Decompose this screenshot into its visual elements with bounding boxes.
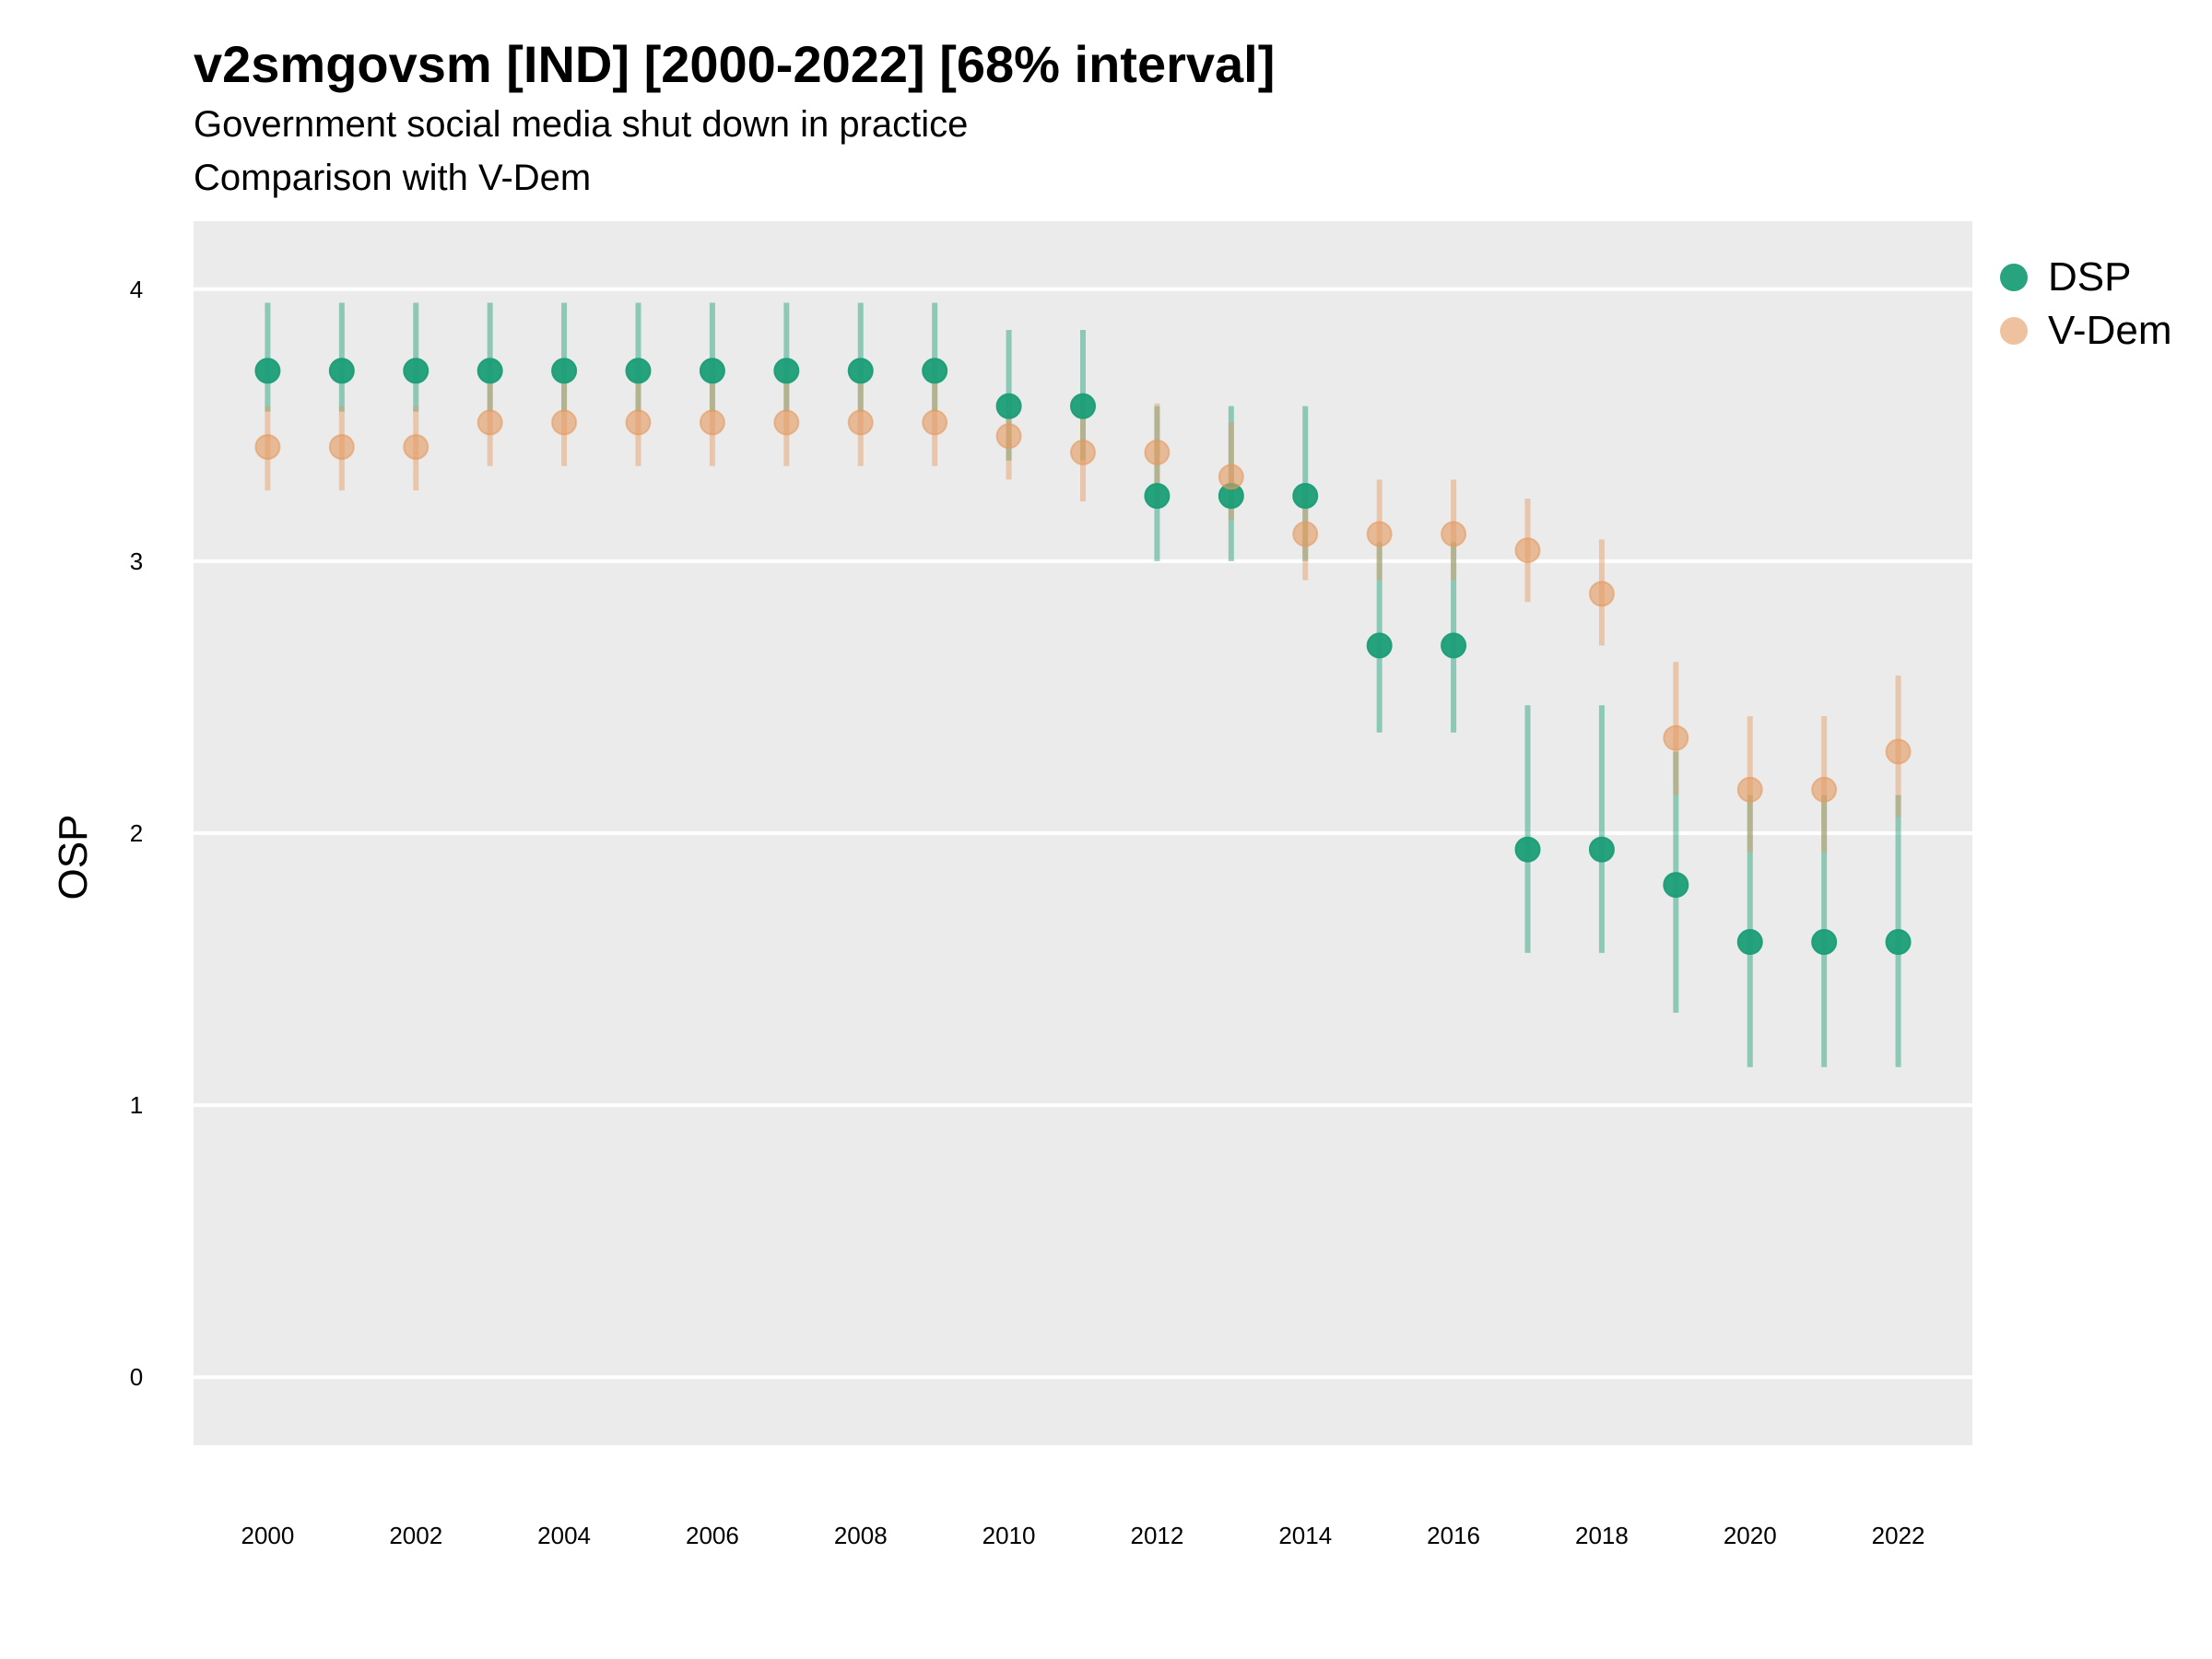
point-vdem-2013 (1218, 464, 1244, 490)
point-dsp-2006 (699, 358, 725, 384)
point-dsp-2007 (773, 358, 800, 384)
point-vdem-2005 (625, 409, 652, 436)
y-tick-label-1: 1 (130, 1091, 143, 1119)
point-dsp-2016 (1441, 632, 1467, 659)
point-dsp-2005 (625, 358, 652, 384)
point-vdem-2017 (1514, 537, 1541, 564)
point-vdem-2019 (1663, 724, 1689, 751)
point-dsp-2022 (1885, 929, 1912, 956)
chart-subtitle-line1: Government social media shut down in pra… (194, 104, 969, 145)
legend-label-dsp: DSP (2048, 254, 2132, 300)
point-vdem-2011 (1070, 439, 1096, 465)
point-dsp-2001 (328, 358, 355, 384)
x-tick-label-2004: 2004 (537, 1522, 591, 1549)
y-tick-label-3: 3 (130, 547, 143, 575)
point-vdem-2016 (1441, 521, 1467, 547)
legend-item-vdem: V-Dem (2000, 304, 2171, 358)
point-dsp-2002 (403, 358, 429, 384)
y-tick-label-2: 2 (130, 819, 143, 847)
x-tick-label-2016: 2016 (1427, 1522, 1480, 1549)
point-vdem-2020 (1736, 776, 1763, 803)
point-vdem-2006 (699, 409, 725, 436)
x-tick-label-2010: 2010 (982, 1522, 1036, 1549)
x-tick-label-2000: 2000 (241, 1522, 294, 1549)
x-tick-label-2006: 2006 (686, 1522, 739, 1549)
legend-item-dsp: DSP (2000, 251, 2171, 304)
point-vdem-2008 (847, 409, 874, 436)
point-vdem-2002 (403, 433, 429, 460)
point-dsp-2009 (922, 358, 948, 384)
legend-marker-vdem (2000, 317, 2028, 345)
point-dsp-2018 (1588, 836, 1615, 863)
chart-subtitle-line2: Comparison with V-Dem (194, 158, 592, 198)
chart-legend: DSP V-Dem (2000, 251, 2171, 358)
point-vdem-2000 (254, 433, 281, 460)
chart-title: v2smgovsm [IND] [2000-2022] [68% interva… (194, 35, 1276, 93)
point-vdem-2001 (328, 433, 355, 460)
point-dsp-2012 (1144, 483, 1171, 510)
point-dsp-2021 (1811, 929, 1838, 956)
legend-label-vdem: V-Dem (2048, 308, 2172, 353)
point-vdem-2022 (1885, 738, 1912, 765)
x-tick-label-2018: 2018 (1575, 1522, 1629, 1549)
x-tick-label-2020: 2020 (1724, 1522, 1777, 1549)
point-dsp-2008 (847, 358, 874, 384)
point-vdem-2009 (922, 409, 948, 436)
x-tick-label-2014: 2014 (1278, 1522, 1332, 1549)
point-vdem-2004 (551, 409, 578, 436)
y-tick-label-0: 0 (130, 1363, 143, 1391)
point-dsp-2010 (995, 393, 1022, 419)
legend-marker-dsp (2000, 264, 2028, 291)
point-vdem-2015 (1366, 521, 1393, 547)
point-dsp-2003 (477, 358, 503, 384)
point-dsp-2020 (1736, 929, 1763, 956)
point-dsp-2019 (1663, 872, 1689, 899)
x-tick-label-2002: 2002 (389, 1522, 442, 1549)
point-vdem-2003 (477, 409, 503, 436)
point-vdem-2018 (1588, 581, 1615, 607)
y-tick-label-4: 4 (130, 276, 143, 303)
point-vdem-2021 (1811, 776, 1838, 803)
point-dsp-2017 (1514, 836, 1541, 863)
point-vdem-2014 (1292, 521, 1319, 547)
point-vdem-2007 (773, 409, 800, 436)
point-vdem-2010 (995, 423, 1022, 450)
x-tick-label-2022: 2022 (1872, 1522, 1925, 1549)
x-tick-label-2008: 2008 (834, 1522, 888, 1549)
point-dsp-2015 (1366, 632, 1393, 659)
point-dsp-2004 (551, 358, 578, 384)
x-tick-label-2012: 2012 (1130, 1522, 1183, 1549)
point-dsp-2000 (254, 358, 281, 384)
point-vdem-2012 (1144, 439, 1171, 465)
point-dsp-2014 (1292, 483, 1319, 510)
point-dsp-2011 (1070, 393, 1096, 419)
